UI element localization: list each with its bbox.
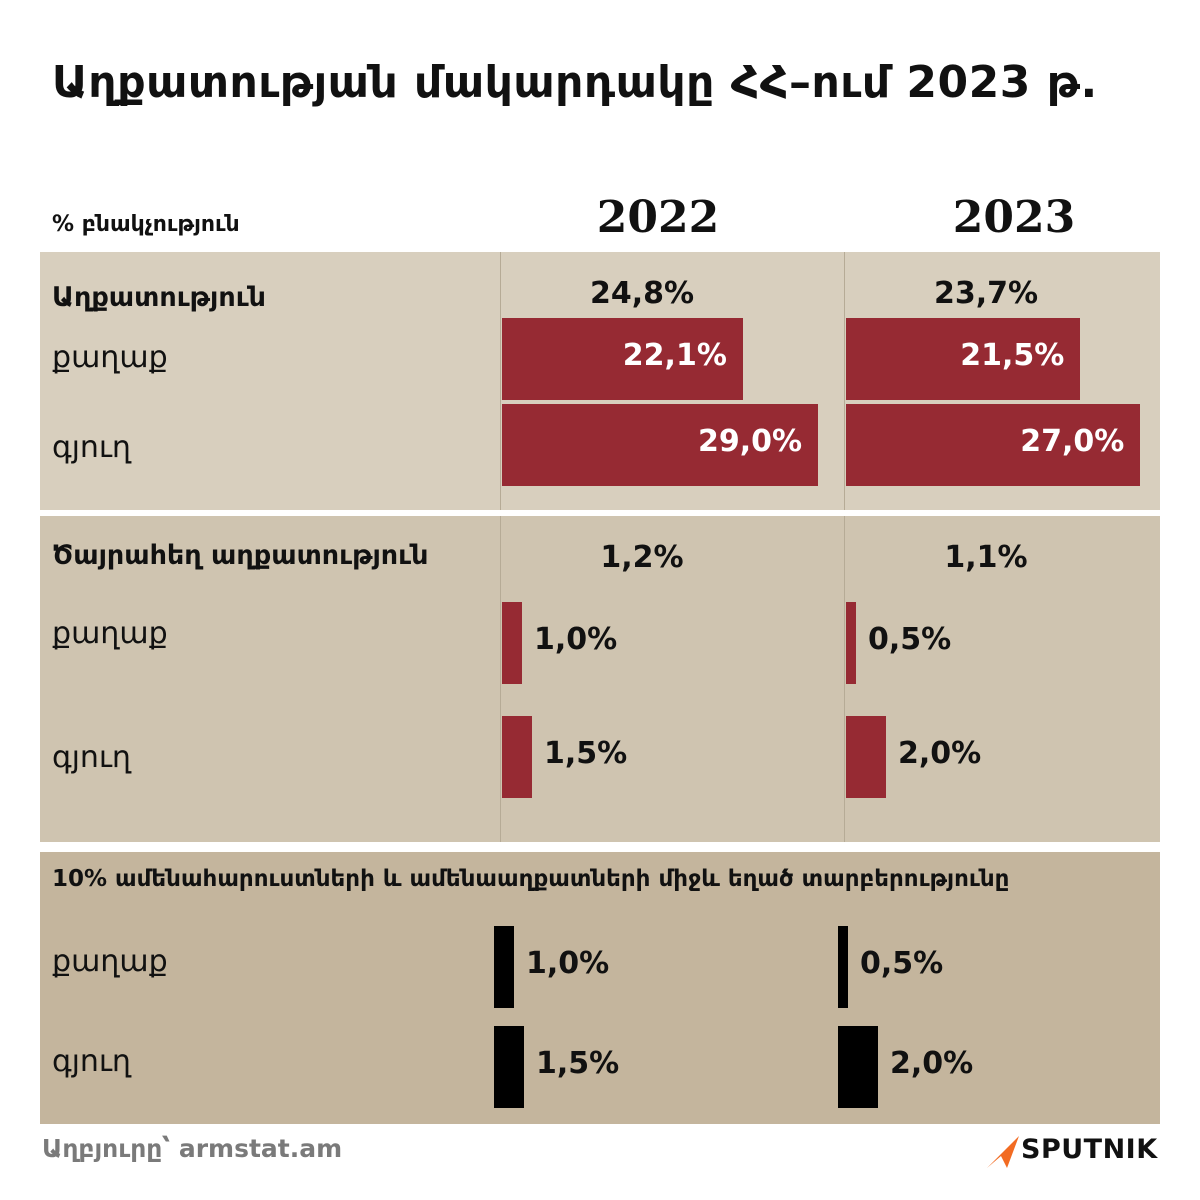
year-header-2023: 2023 (952, 192, 1076, 243)
category-label: քաղաք (52, 944, 168, 979)
category-label: գյուղ (52, 1044, 131, 1079)
sputnik-arrow-icon (987, 1136, 1019, 1168)
category-label: գյուղ (52, 740, 131, 775)
bar (502, 404, 819, 486)
bar-value-label: 27,0% (1020, 424, 1125, 459)
column-divider (844, 516, 845, 842)
category-label: գյուղ (52, 430, 131, 465)
bar-value-label: 1,5% (536, 1046, 620, 1081)
bar (846, 602, 856, 684)
bar (838, 1026, 878, 1108)
bar-value-label: 1,5% (544, 736, 628, 771)
bar (846, 716, 886, 798)
section-total-2023: 1,1% (944, 540, 1028, 575)
bar-value-label: 1,0% (526, 946, 610, 981)
section-title: Աղքատություն (52, 282, 267, 313)
bar (494, 926, 514, 1008)
bar-value-label: 2,0% (890, 1046, 974, 1081)
bar-value-label: 29,0% (698, 424, 803, 459)
column-divider (500, 252, 501, 510)
bar (502, 716, 532, 798)
bar (846, 404, 1141, 486)
unit-label: % բնակչություն (52, 212, 240, 237)
category-label: քաղաք (52, 616, 168, 651)
income-gap-panel (40, 852, 1160, 1124)
bar-value-label: 0,5% (868, 622, 952, 657)
bar (502, 318, 743, 400)
year-header-2022: 2022 (596, 192, 720, 243)
extreme-poverty-panel (40, 516, 1160, 842)
category-label: քաղաք (52, 340, 168, 375)
bar (846, 318, 1081, 400)
bar-value-label: 0,5% (860, 946, 944, 981)
section-total-2022: 24,8% (589, 276, 695, 311)
bar (838, 926, 848, 1008)
column-divider (844, 252, 845, 510)
section-total-2022: 1,2% (600, 540, 684, 575)
sputnik-logo: SPUTNIK (985, 1132, 1160, 1172)
section-title: 10% ամենահարուստների և ամենաաղքատների մի… (52, 866, 1010, 892)
section-total-2023: 23,7% (933, 276, 1039, 311)
bar-value-label: 1,0% (534, 622, 618, 657)
section-title: Ծայրահեղ աղքատություն (52, 540, 429, 571)
bar-value-label: 22,1% (622, 338, 727, 373)
source-note: Աղբյուրը՝ armstat.am (42, 1134, 343, 1163)
bar-value-label: 21,5% (960, 338, 1065, 373)
logo-text: SPUTNIK (1021, 1134, 1158, 1165)
bar-value-label: 2,0% (898, 736, 982, 771)
bar (502, 602, 522, 684)
page-title: Աղքատության մակարդակը ՀՀ–ում 2023 թ. (52, 57, 1098, 108)
bar (494, 1026, 524, 1108)
column-divider (500, 516, 501, 842)
